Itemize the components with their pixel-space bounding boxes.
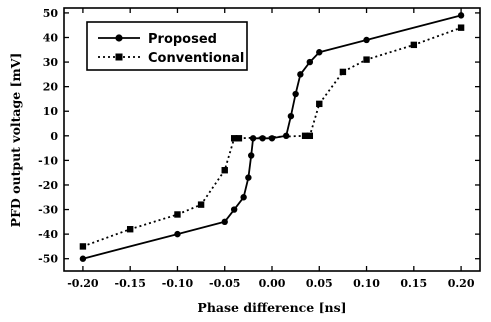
point-proposed xyxy=(249,135,257,142)
point-proposed xyxy=(287,112,295,120)
point-conventional xyxy=(230,135,238,142)
point-conventional xyxy=(410,41,418,49)
series-line-conventional xyxy=(82,26,462,248)
x-tick-label: 0.10 xyxy=(353,277,380,290)
y-tick-label: 10 xyxy=(43,105,59,118)
point-conventional xyxy=(174,211,181,218)
y-tick-label: -30 xyxy=(38,204,58,217)
legend-box xyxy=(86,21,248,71)
point-conventional xyxy=(235,135,243,142)
point-proposed xyxy=(245,174,252,181)
point-conventional xyxy=(79,243,87,250)
y-tick-label: 20 xyxy=(43,81,59,94)
point-conventional xyxy=(126,226,134,233)
y-tick-label: 30 xyxy=(43,56,59,69)
x-tick-label: -0.10 xyxy=(162,277,194,290)
legend-label-conventional: Conventional xyxy=(148,51,244,66)
legend-label-proposed: Proposed xyxy=(148,32,217,47)
y-tick-label: 40 xyxy=(43,31,59,44)
point-proposed xyxy=(174,230,181,238)
point-proposed xyxy=(306,58,314,66)
point-conventional xyxy=(301,132,309,140)
point-proposed xyxy=(79,255,87,262)
x-tick-label: -0.05 xyxy=(209,277,240,290)
point-conventional xyxy=(363,56,370,63)
point-proposed xyxy=(230,206,238,213)
point-conventional xyxy=(197,201,205,208)
point-proposed xyxy=(316,49,323,56)
y-axis-label: PFD output voltage [mV] xyxy=(8,53,23,228)
y-tick-label: -50 xyxy=(38,253,58,266)
point-conventional xyxy=(221,167,228,174)
point-proposed xyxy=(292,90,299,98)
legend-marker-proposed xyxy=(115,34,123,42)
point-proposed xyxy=(248,152,255,159)
legend-marker-conventional xyxy=(115,53,123,61)
y-tick-label: -40 xyxy=(38,228,58,241)
tick-layer: -0.20 -0.15 -0.10 -0.05 0.00 0.05 0.10 0.15 0.20… xyxy=(38,7,480,290)
point-proposed xyxy=(297,71,304,78)
y-tick-label: -10 xyxy=(38,154,58,167)
point-conventional xyxy=(457,24,465,31)
y-tick-label: 50 xyxy=(43,7,59,20)
point-conventional xyxy=(306,132,314,140)
x-tick-label: 0.15 xyxy=(400,277,427,290)
point-conventional xyxy=(339,68,347,76)
y-tick-label: -20 xyxy=(38,179,58,192)
point-proposed xyxy=(457,12,465,19)
point-conventional xyxy=(316,100,323,108)
series-layer xyxy=(79,12,465,262)
x-tick-label: 0.20 xyxy=(448,277,475,290)
point-proposed xyxy=(268,135,276,142)
point-proposed xyxy=(240,194,247,201)
x-tick-label: -0.15 xyxy=(115,277,146,290)
point-proposed xyxy=(363,36,370,44)
y-tick-label: 0 xyxy=(50,130,58,143)
x-tick-label: -0.20 xyxy=(67,277,99,290)
x-tick-label: 0.00 xyxy=(259,277,286,290)
x-tick-label: 0.05 xyxy=(306,277,333,290)
x-axis-label: Phase difference [ns] xyxy=(197,300,346,315)
point-proposed xyxy=(221,218,228,226)
legend: Proposed Conventional xyxy=(86,21,248,71)
